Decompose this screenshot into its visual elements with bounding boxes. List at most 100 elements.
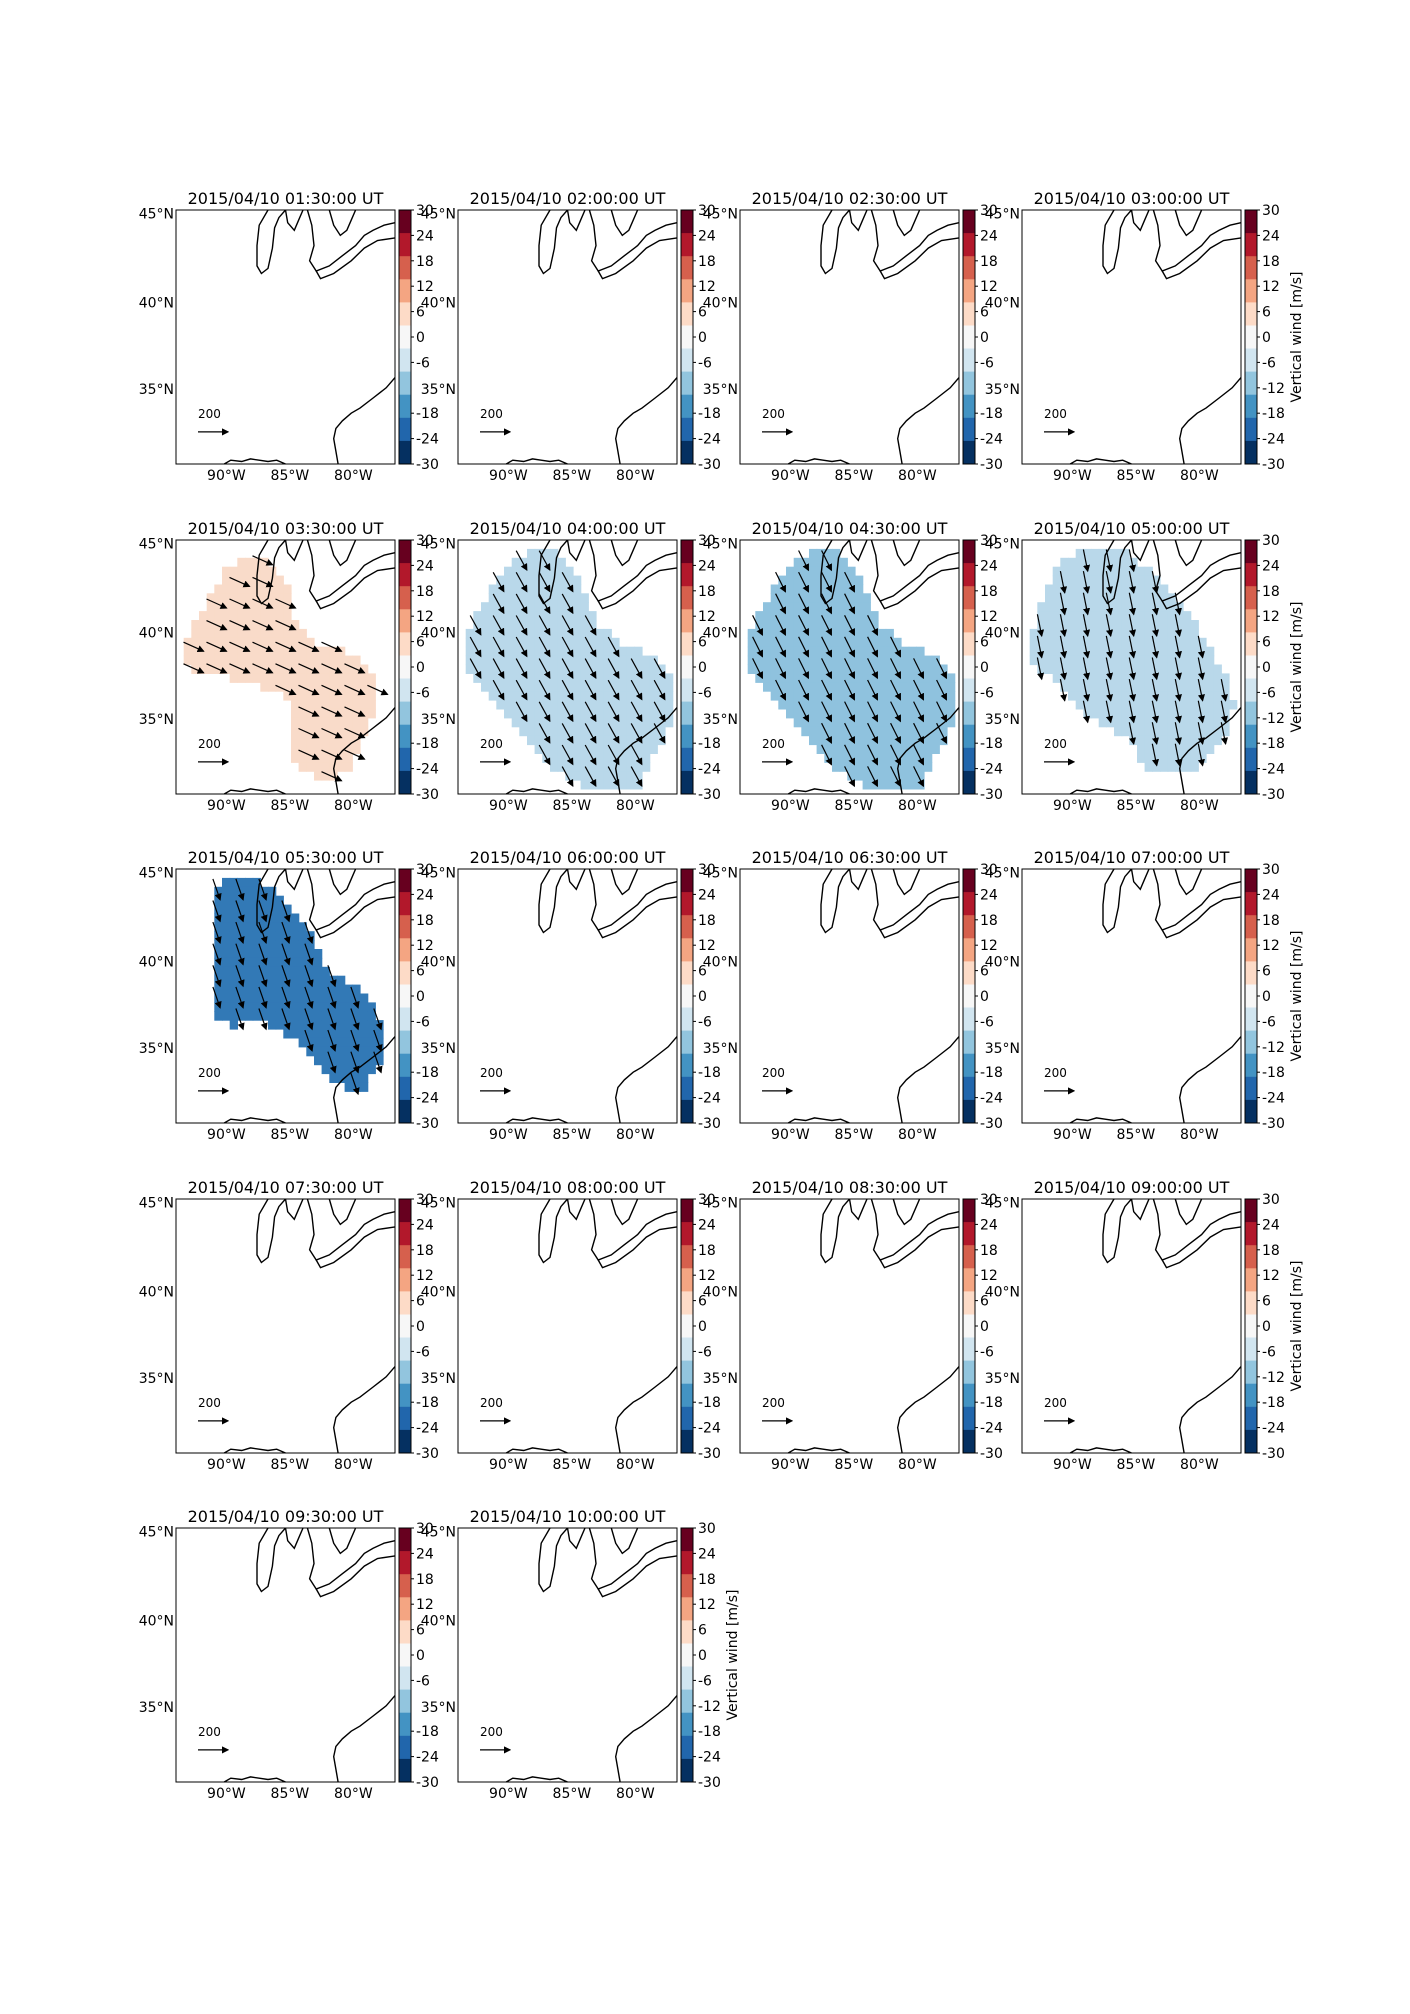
colorbar: 30 24 18 12 6 0 -6 -12 -18 -24 -30 Vertical wind [m… [1244,1192,1305,1462]
colorbar-tick: 30 [980,533,998,549]
lon-label: 80°W [334,798,373,814]
lat-label: 40°N [421,954,456,970]
colorbar-tick: -30 [416,1116,439,1132]
wind-arrow-13 [515,636,528,658]
lon-label: 85°W [1117,798,1156,814]
wind-arrow-7 [492,658,505,679]
coastline [223,539,396,795]
colorbar-tick: 30 [698,1521,716,1537]
map-panel-15: 2015/04/10 08:30:00 UT 45°N 40°N 35°N 90°W 85… [703,1178,1003,1473]
wind-arrow-32 [327,965,337,988]
arrow-key-label: 200 [198,407,221,421]
wind-arrow-37 [584,615,597,636]
wind-arrow-34 [321,771,343,782]
colorbar-tick: 24 [416,558,434,574]
wind-arrow-10 [235,965,245,988]
wind-arrow-58 [1220,700,1228,724]
lat-label: 35°N [703,382,738,398]
wind-arrow-5 [1059,614,1068,638]
wind-arrow-1 [183,663,205,674]
wind-arrow-5 [206,663,228,674]
panel-title: 2015/04/10 05:00:00 UT [1034,519,1230,538]
lat-label: 40°N [703,1284,738,1300]
wind-arrow-60 [653,701,666,723]
colorbar-tick: -6 [698,1014,712,1030]
colorbar-tick: 6 [416,635,425,651]
wind-arrow-42 [584,723,597,744]
lon-label: 85°W [271,468,310,484]
colorbar-tick: -18 [698,1395,721,1411]
map-panel-3: 2015/04/10 02:30:00 UT 45°N 40°N 35°N 90°W 85… [703,189,1003,484]
wind-arrow-16 [515,701,528,723]
colorbar-tick: 6 [1262,305,1271,321]
colorbar-tick: -24 [698,762,721,778]
colorbar-tick: 12 [1262,1268,1280,1284]
wind-arrow-39 [350,1029,360,1052]
wind-arrow-54 [1197,700,1205,724]
wind-arrow-26 [1128,570,1137,594]
colorbar-tick: 24 [1262,887,1280,903]
lon-label: 90°W [207,1786,246,1802]
lon-label: 80°W [898,468,937,484]
wind-arrow-0 [212,878,222,901]
lon-label: 85°W [553,798,592,814]
wind-arrow-31 [304,1029,314,1052]
colorbar-tick: -6 [980,1344,994,1360]
wind-arrow-16 [252,663,274,674]
colorbar-tick: -6 [416,1014,430,1030]
wind-arrow-49 [607,723,620,744]
wind-arrow-8 [492,679,505,701]
colorbar-tick: 18 [416,1572,434,1588]
lon-label: 90°W [771,468,810,484]
colorbar-tick: -6 [1262,355,1276,371]
lon-label: 80°W [616,1127,655,1143]
coastline [787,209,960,465]
panel-title: 2015/04/10 08:00:00 UT [470,1178,666,1197]
lon-label: 90°W [207,798,246,814]
wind-arrow-58 [653,658,666,679]
lat-label: 45°N [139,207,174,223]
wind-arrow-49 [1174,722,1182,745]
wind-arrow-41 [867,701,878,723]
lat-label: 35°N [703,712,738,728]
lon-label: 80°W [1180,1457,1219,1473]
wind-arrow-19 [275,641,297,653]
wind-arrow-42 [867,722,878,744]
wind-arrow-31 [1128,678,1137,702]
lat-label: 40°N [985,295,1020,311]
colorbar: 30 24 18 12 6 0 -6 -12 -18 -24 -30 Vertical wind [m… [1244,533,1305,803]
colorbar-tick: 0 [416,1648,425,1664]
lon-label: 80°W [1180,468,1219,484]
map-panel-12: 2015/04/10 07:00:00 UT 45°N 40°N 35°N 90°W 85… [985,848,1305,1143]
colorbar-tick: 6 [698,1294,707,1310]
wind-arrow-14 [252,620,274,631]
lon-label: 85°W [835,798,874,814]
wind-arrow-46 [890,658,901,680]
colorbar-tick: -12 [1262,381,1285,397]
wind-arrow-32 [321,727,343,739]
lat-label: 40°N [139,1284,174,1300]
lon-label: 90°W [207,1127,246,1143]
coastline [223,1527,396,1783]
colorbar-tick: 0 [980,989,989,1005]
lon-label: 85°W [271,1127,310,1143]
wind-arrow-25 [1128,549,1137,573]
wind-arrow-39 [584,658,597,679]
colorbar-tick: -30 [980,1446,1003,1462]
lon-label: 85°W [553,468,592,484]
wind-arrow-37 [867,615,878,636]
colorbar-tick: 30 [416,862,434,878]
wind-arrow-21 [281,921,291,945]
wind-arrow-15 [798,679,809,701]
map-frame [457,1198,678,1454]
wind-arrow-58 [936,658,947,680]
wind-arrow-1 [752,636,763,658]
colorbar-tick: -30 [698,1446,721,1462]
colorbar-label: Vertical wind [m/s] [1289,1261,1305,1392]
wind-arrow-23 [538,679,551,701]
wind-arrow-22 [821,658,832,680]
wind-arrow-7 [229,598,251,609]
wind-arrow-6 [492,636,505,658]
lat-label: 35°N [985,1041,1020,1057]
wind-arrow-25 [538,723,551,744]
